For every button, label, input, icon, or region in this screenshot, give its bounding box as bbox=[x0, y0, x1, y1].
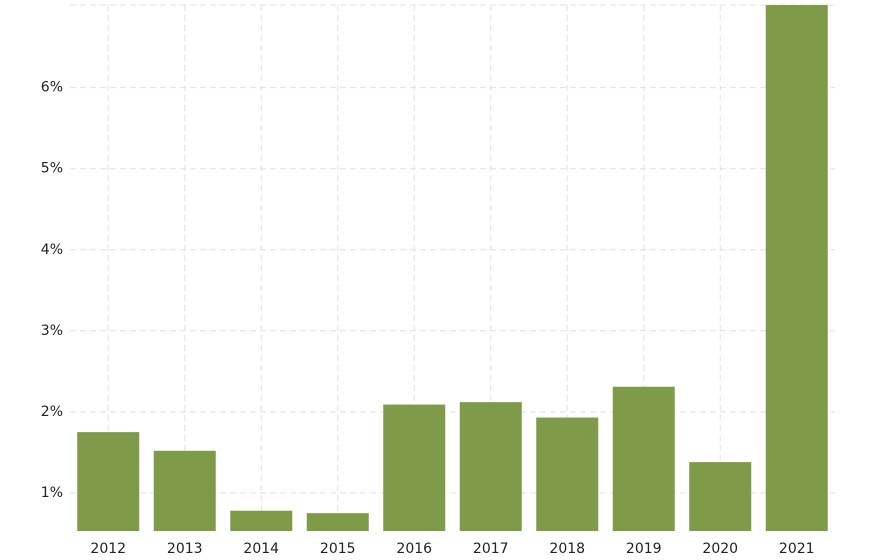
x-tick-label: 2016 bbox=[396, 541, 432, 557]
x-tick-label: 2018 bbox=[549, 541, 585, 557]
y-tick-label: 2% bbox=[41, 404, 63, 420]
bar bbox=[612, 386, 675, 531]
x-tick-label: 2013 bbox=[167, 541, 203, 557]
y-tick-label: 5% bbox=[41, 161, 63, 177]
bar bbox=[689, 462, 752, 531]
bar bbox=[77, 432, 140, 531]
x-tick-label: 2017 bbox=[473, 541, 509, 557]
y-tick-label: 6% bbox=[41, 80, 63, 96]
y-tick-label: 3% bbox=[41, 323, 63, 339]
bar bbox=[536, 417, 599, 531]
bar bbox=[383, 404, 446, 531]
x-tick-label: 2015 bbox=[320, 541, 356, 557]
bar bbox=[765, 5, 828, 531]
x-tick-label: 2019 bbox=[626, 541, 662, 557]
bar bbox=[230, 510, 293, 531]
bar bbox=[153, 450, 216, 531]
x-tick-label: 2020 bbox=[702, 541, 738, 557]
x-tick-label: 2014 bbox=[243, 541, 279, 557]
y-tick-label: 1% bbox=[41, 485, 63, 501]
bar bbox=[459, 402, 522, 531]
y-tick-label: 4% bbox=[41, 242, 63, 258]
x-tick-label: 2021 bbox=[779, 541, 815, 557]
x-tick-label: 2012 bbox=[90, 541, 126, 557]
bar bbox=[306, 513, 369, 531]
